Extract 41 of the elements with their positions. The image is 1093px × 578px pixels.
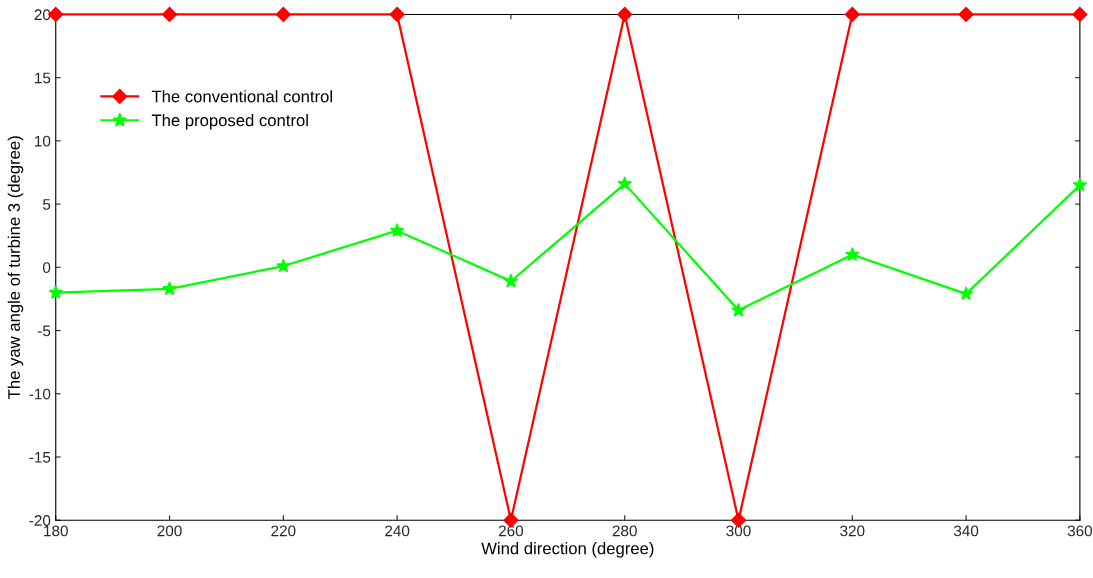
point xyxy=(958,6,974,23)
x-tick-label: 340 xyxy=(953,525,979,537)
x-tick-label: 320 xyxy=(840,525,865,537)
point xyxy=(162,281,177,296)
point xyxy=(1072,177,1088,192)
x-tick-label: 200 xyxy=(157,525,182,537)
y-tick-label: -5 xyxy=(37,325,51,337)
x-tick-label: 260 xyxy=(498,525,524,537)
x-tick-label: 220 xyxy=(271,525,296,537)
y-tick-label: -20 xyxy=(29,515,51,526)
y-tick-label: -15 xyxy=(29,452,51,463)
point xyxy=(48,6,64,23)
x-axis-title: Wind direction (degree) xyxy=(481,542,654,558)
point xyxy=(389,223,405,237)
point xyxy=(161,6,178,23)
point xyxy=(617,6,633,23)
point xyxy=(503,273,519,288)
legend-label: The conventional control xyxy=(151,90,332,103)
legend-label: The proposed control xyxy=(151,114,308,130)
y-tick-label: 0 xyxy=(42,262,51,274)
y-tick-label: 15 xyxy=(35,72,51,84)
x-tick-label: 300 xyxy=(726,525,751,537)
y-axis-title: The yaw angle of turbine 3 (degree) xyxy=(7,136,24,399)
y-tick-label: 20 xyxy=(34,9,51,21)
x-tick-label: 360 xyxy=(1067,525,1093,537)
point xyxy=(958,286,974,301)
x-tick-label: 280 xyxy=(612,525,637,537)
point xyxy=(617,176,633,191)
point xyxy=(276,258,291,273)
point xyxy=(1072,6,1088,23)
x-tick-label: 180 xyxy=(44,525,68,537)
point xyxy=(731,302,746,317)
point xyxy=(48,284,64,299)
point xyxy=(844,247,860,261)
point xyxy=(275,6,291,23)
y-tick-label: 10 xyxy=(35,135,51,147)
y-tick-label: -10 xyxy=(29,388,51,400)
point xyxy=(389,6,405,23)
point xyxy=(844,6,860,23)
x-tick-label: 240 xyxy=(385,525,410,537)
y-tick-label: 5 xyxy=(43,199,51,210)
